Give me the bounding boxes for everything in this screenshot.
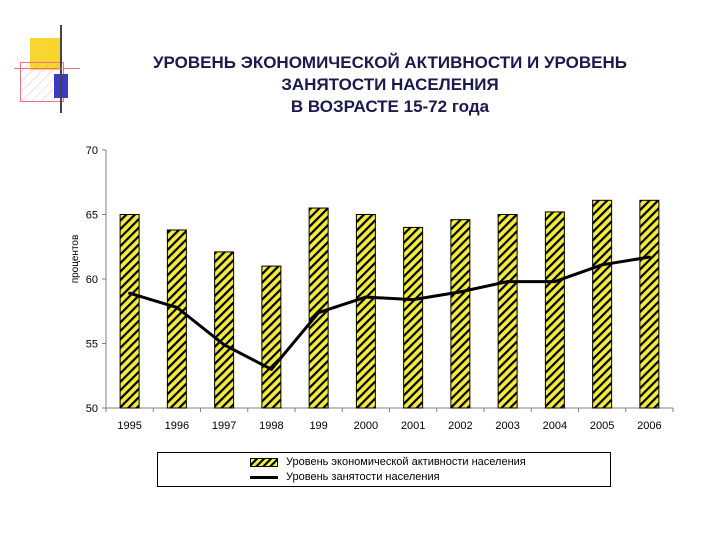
chart-title: УРОВЕНЬ ЭКОНОМИЧЕСКОЙ АКТИВНОСТИ И УРОВЕ… [90, 52, 690, 118]
bar-activity-2006 [639, 199, 660, 409]
bar-activity-2005 [592, 199, 613, 409]
bar-activity-1999 [308, 207, 329, 409]
legend-swatch-bar [250, 457, 278, 467]
bar-activity-2003 [497, 214, 518, 409]
chart-title-line-3: В ВОЗРАСТЕ 15-72 года [290, 97, 490, 116]
x-tick-label: 1995 [117, 420, 141, 432]
bar-activity-2001 [403, 226, 424, 409]
deco-vertical-line [60, 25, 62, 113]
y-axis-title: процентов [70, 235, 81, 284]
y-tick-label: 70 [86, 145, 98, 157]
bar-activity-1998 [261, 265, 282, 409]
point-employment-2000 [364, 295, 368, 299]
y-tick-label: 65 [86, 210, 98, 222]
bar-activity-2004 [544, 211, 565, 409]
point-employment-2002 [458, 290, 462, 294]
x-tick-label: 1998 [259, 420, 283, 432]
y-tick-label: 60 [86, 274, 98, 286]
point-employment-2003 [506, 280, 510, 284]
point-employment-2006 [647, 255, 651, 259]
bars-layer [119, 199, 660, 409]
labels-layer: 50 55 60 65 70 1995 1996 1997 1998 199 2000 2001 200… [70, 145, 662, 432]
point-employment-2001 [411, 298, 415, 302]
bar-activity-1997 [214, 251, 235, 409]
chart-title-line-1: УРОВЕНЬ ЭКОНОМИЧЕСКОЙ АКТИВНОСТИ И УРОВЕ… [152, 53, 628, 72]
legend-label-activity: Уровень экономической активности населен… [286, 456, 526, 468]
axes-layer [102, 149, 674, 412]
point-employment-1995 [128, 291, 132, 295]
x-tick-label: 2006 [637, 420, 661, 432]
point-employment-1999 [317, 311, 321, 315]
bar-activity-2000 [355, 214, 376, 409]
line-employment [129, 255, 650, 371]
legend-item-employment: Уровень занятости населения [250, 470, 440, 484]
x-tick-label: 199 [309, 420, 327, 432]
y-tick-label: 50 [86, 403, 98, 415]
x-tick-label: 1997 [212, 420, 236, 432]
legend-label-employment: Уровень занятости населения [286, 471, 440, 483]
x-tick-label: 2000 [354, 420, 378, 432]
bar-activity-1996 [166, 229, 187, 409]
point-employment-2004 [553, 280, 557, 284]
legend-swatch-line [250, 475, 278, 479]
x-tick-label: 2002 [448, 420, 472, 432]
x-tick-label: 2004 [543, 420, 567, 432]
legend-item-activity: Уровень экономической активности населен… [250, 455, 526, 469]
x-tick-label: 1996 [165, 420, 189, 432]
point-employment-1998 [269, 367, 273, 371]
bar-activity-2002 [450, 219, 471, 409]
x-tick-label: 2001 [401, 420, 425, 432]
x-tick-label: 2005 [590, 420, 614, 432]
chart-legend: Уровень экономической активности населен… [157, 452, 611, 487]
x-tick-label: 2003 [495, 420, 519, 432]
point-employment-1996 [175, 305, 179, 309]
point-employment-1997 [222, 343, 226, 347]
chart-title-line-2: ЗАНЯТОСТИ НАСЕЛЕНИЯ [281, 75, 499, 94]
point-employment-2005 [600, 263, 604, 267]
bar-activity-1995 [119, 214, 140, 409]
y-tick-label: 55 [86, 339, 98, 351]
line-layer [128, 255, 651, 371]
deco-yellow-square [30, 38, 62, 70]
deco-horizontal-line [14, 68, 80, 69]
